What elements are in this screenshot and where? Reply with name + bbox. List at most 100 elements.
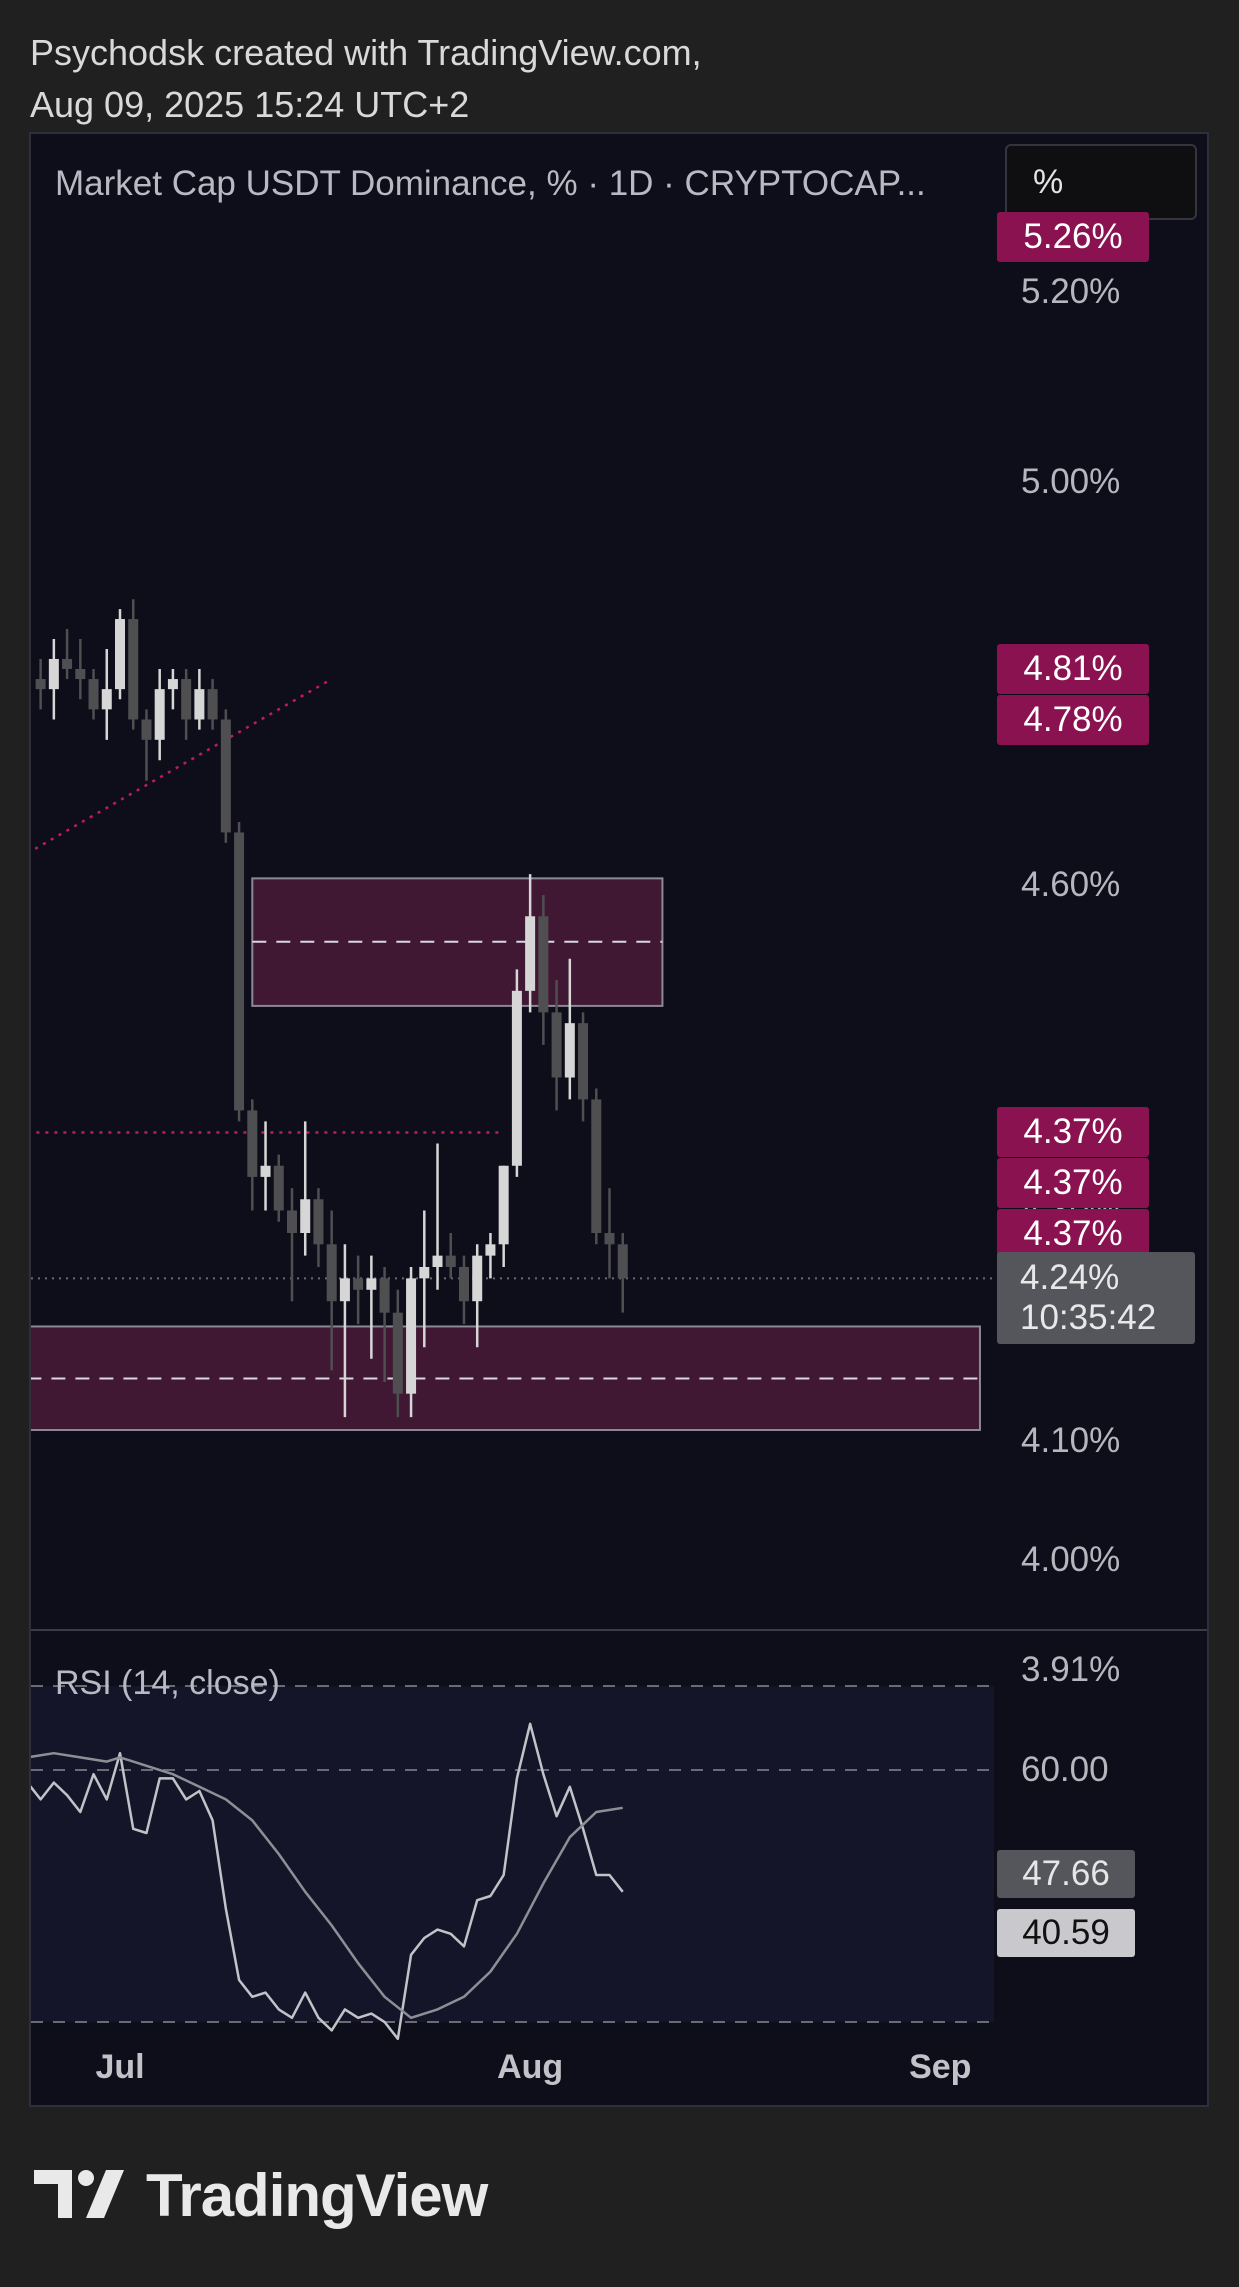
candle-body [551, 1012, 562, 1078]
candle [366, 1255, 377, 1359]
candle [35, 658, 46, 710]
candle [273, 1154, 284, 1222]
candle [62, 628, 73, 680]
price-axis-tick: 5.00% [1021, 461, 1121, 501]
candle [485, 1233, 496, 1279]
candle [604, 1188, 615, 1279]
candle-body [326, 1244, 337, 1302]
candle-body [419, 1266, 430, 1279]
price-axis-tick: 5.20% [1021, 272, 1121, 312]
candle [101, 648, 112, 740]
candle [128, 599, 139, 730]
chart-frame[interactable]: Market Cap USDT Dominance, % · 1D · CRYP… [29, 132, 1209, 2107]
rsi-value-tag: 40.59 [997, 1909, 1135, 1958]
candle-body [35, 679, 46, 690]
price-level-tag: 4.37% [997, 1209, 1149, 1260]
rsi-value-tag: 47.66 [997, 1849, 1135, 1898]
candle [406, 1266, 417, 1418]
candle [260, 1121, 271, 1211]
candle [48, 638, 59, 720]
candle [300, 1121, 311, 1256]
candle-body [141, 719, 152, 740]
rsi-axis-tick: 60.00 [1021, 1750, 1109, 1789]
candle-body [220, 719, 231, 833]
candle [498, 1165, 509, 1267]
candle [525, 874, 536, 1013]
candle-body [286, 1210, 297, 1234]
symbol-title: Market Cap USDT Dominance, % · 1D · CRYP… [55, 164, 926, 203]
rsi-indicator-title[interactable]: RSI (14, close) [55, 1664, 280, 1702]
candle-body [617, 1244, 628, 1279]
candle-body [406, 1278, 417, 1394]
price-level-tag: 5.26% [997, 211, 1149, 262]
candle-body [247, 1110, 258, 1177]
candle [419, 1210, 430, 1348]
candle-body [472, 1255, 483, 1302]
price-level-tag: 4.78% [997, 694, 1149, 745]
time-axis-tick: Jul [95, 2048, 145, 2086]
price-axis-tick: 4.60% [1021, 864, 1121, 904]
candle [75, 638, 86, 700]
candle [339, 1244, 350, 1418]
candle [220, 709, 231, 843]
header-author-line: Psychodsk created with TradingView.com, [30, 32, 702, 73]
candle [591, 1088, 602, 1245]
candle-body [115, 619, 125, 690]
time-axis-tick: Aug [497, 2048, 564, 2086]
tradingview-logo-text: TradingView [146, 2162, 488, 2229]
candle [379, 1266, 390, 1383]
candle [207, 679, 218, 730]
candle [353, 1255, 364, 1325]
time-axis-tick: Sep [909, 2048, 972, 2086]
candle [564, 958, 575, 1100]
candle [326, 1210, 337, 1371]
candle-body [525, 916, 536, 991]
candle [181, 668, 192, 740]
tradingview-logo-icon [34, 2170, 124, 2218]
candle-body [62, 658, 73, 669]
candle-body [604, 1233, 615, 1245]
chart-canvas[interactable] [31, 134, 1207, 2105]
candle [392, 1289, 403, 1418]
price-axis-tick: 4.10% [1021, 1420, 1121, 1460]
percent-scale-button[interactable]: % [1005, 144, 1197, 220]
candle-body [538, 916, 549, 1013]
candle [194, 668, 205, 730]
price-axis-tick: 3.91% [1021, 1649, 1121, 1689]
candle-body [578, 1023, 589, 1100]
candle-body [432, 1255, 443, 1267]
candle [247, 1099, 258, 1211]
candle-body [339, 1278, 350, 1302]
candle-body [511, 990, 522, 1166]
candle [141, 709, 152, 781]
rsi-line [31, 1722, 624, 2041]
last-price-tag: 4.24% 10:35:42 [997, 1252, 1195, 1345]
header-date-line: Aug 09, 2025 15:24 UTC+2 [30, 84, 470, 125]
candle-body [75, 668, 86, 680]
candle-body [498, 1165, 509, 1245]
candle [88, 668, 99, 720]
candle [511, 969, 522, 1177]
candle-body [591, 1099, 602, 1234]
candle-body [366, 1278, 377, 1290]
candle-body [379, 1278, 390, 1313]
candle-body [392, 1312, 403, 1394]
candle-body [88, 679, 99, 710]
candle [286, 1188, 297, 1302]
candle [617, 1233, 628, 1313]
candle-body [167, 679, 178, 690]
candle [458, 1255, 469, 1325]
candle [115, 609, 125, 700]
candle-body [300, 1199, 311, 1234]
candle-body [273, 1165, 284, 1211]
candle-body [154, 689, 165, 740]
bar-countdown: 10:35:42 [1020, 1298, 1157, 1338]
candle-body [313, 1199, 324, 1245]
candle-body [564, 1023, 575, 1078]
candle-body [207, 689, 218, 720]
last-price-label: 4.24% [1020, 1258, 1120, 1298]
candle [432, 1143, 443, 1290]
candle [445, 1233, 456, 1279]
candle-body [101, 689, 112, 710]
price-axis-tick: 4.00% [1021, 1539, 1121, 1579]
